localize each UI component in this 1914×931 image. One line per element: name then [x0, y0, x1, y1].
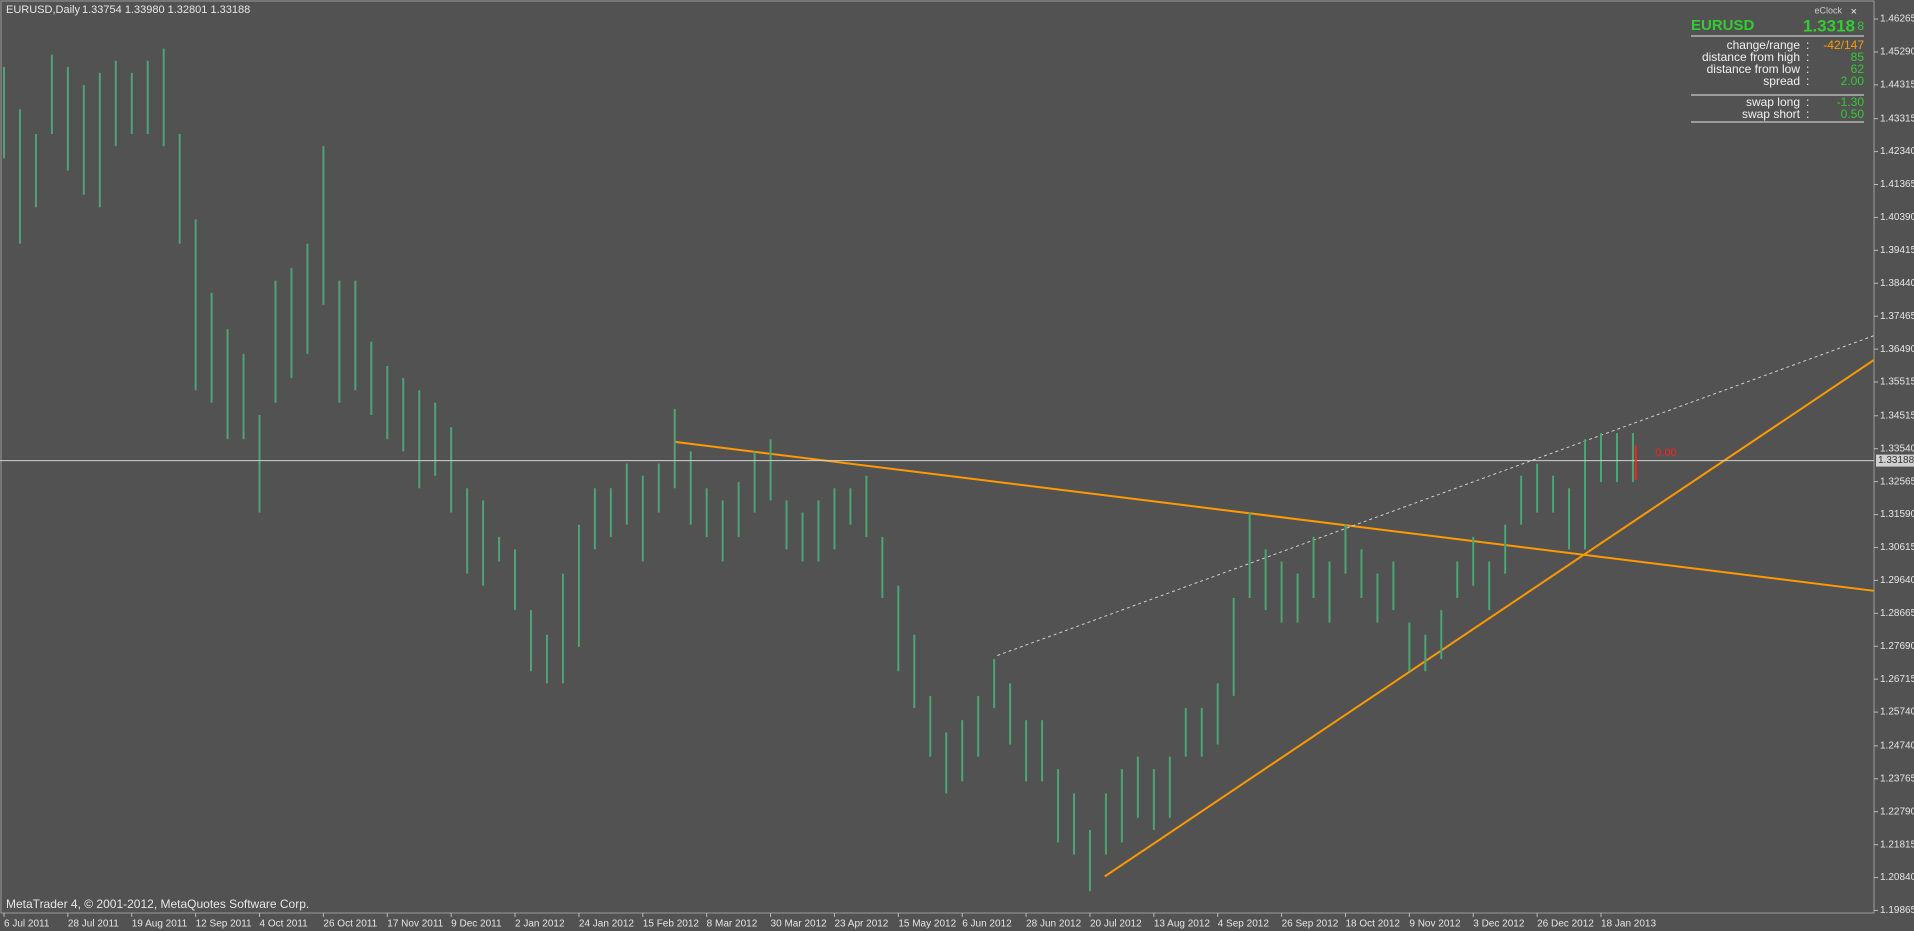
panel-label: spread — [1763, 74, 1800, 88]
panel-value: 62 — [1851, 62, 1865, 76]
y-tick-label: 1.44315 — [1880, 80, 1914, 91]
x-tick-label: 28 Jul 2011 — [68, 919, 119, 930]
panel-value: -1.30 — [1837, 95, 1865, 109]
panel-sep: : — [1806, 74, 1809, 88]
x-tick-label: 26 Oct 2011 — [323, 919, 377, 930]
y-tick-label: 1.39415 — [1880, 245, 1914, 256]
y-tick-label: 1.32565 — [1880, 476, 1914, 487]
x-tick-label: 18 Oct 2012 — [1345, 919, 1400, 930]
panel-label: swap long — [1746, 95, 1800, 109]
x-tick-label: 6 Jun 2012 — [962, 919, 1012, 930]
y-tick-label: 1.19865 — [1880, 905, 1914, 916]
panel-close[interactable]: × — [1851, 6, 1857, 18]
y-tick-label: 1.20840 — [1880, 872, 1914, 883]
panel-value: -42/147 — [1823, 38, 1864, 52]
y-tick-label: 1.29640 — [1880, 575, 1914, 586]
panel-label: distance from high — [1702, 50, 1800, 64]
y-tick-label: 1.30615 — [1880, 542, 1914, 553]
x-tick-label: 18 Jan 2013 — [1601, 919, 1656, 930]
panel-sep: : — [1806, 95, 1809, 109]
x-tick-label: 2 Jan 2012 — [515, 919, 565, 930]
y-tick-label: 1.37465 — [1880, 311, 1914, 322]
x-tick-label: 30 Mar 2012 — [771, 919, 828, 930]
panel-sep: : — [1806, 50, 1809, 64]
y-tick-label: 1.38440 — [1880, 278, 1914, 289]
panel-price-small: 8 — [1857, 19, 1864, 33]
x-tick-label: 4 Sep 2012 — [1218, 919, 1270, 930]
x-tick-label: 15 May 2012 — [898, 919, 956, 930]
y-tick-label: 1.45290 — [1880, 47, 1914, 58]
y-tick-label: 1.40390 — [1880, 212, 1914, 223]
x-tick-label: 20 Jul 2012 — [1090, 919, 1142, 930]
y-tick-label: 1.26715 — [1880, 674, 1914, 685]
plot-frame — [0, 0, 1875, 914]
panel-label: distance from low — [1707, 62, 1801, 76]
x-tick-label: 3 Dec 2012 — [1473, 919, 1525, 930]
y-tick-label: 1.34515 — [1880, 410, 1914, 421]
copyright: MetaTrader 4, © 2001-2012, MetaQuotes So… — [6, 897, 309, 911]
y-tick-label: 1.33540 — [1880, 443, 1914, 454]
trend-line — [674, 440, 1874, 592]
y-tick-label: 1.22790 — [1880, 806, 1914, 817]
y-tick-label: 1.46265 — [1880, 14, 1914, 25]
panel-sep: : — [1806, 107, 1809, 121]
x-tick-label: 12 Sep 2011 — [196, 919, 252, 930]
y-tick-label: 1.42340 — [1880, 146, 1914, 157]
x-tick-label: 26 Dec 2012 — [1537, 919, 1594, 930]
panel-value: 2.00 — [1841, 74, 1865, 88]
x-tick-label: 4 Oct 2011 — [260, 919, 309, 930]
trend-line — [1104, 359, 1875, 878]
y-tick-label: 1.31590 — [1880, 509, 1914, 520]
y-tick-label: 1.27690 — [1880, 641, 1914, 652]
y-tick-label: 1.28665 — [1880, 608, 1914, 619]
y-tick-label: 1.41365 — [1880, 179, 1914, 190]
x-tick-label: 17 Nov 2011 — [387, 919, 443, 930]
x-tick-label: 24 Jan 2012 — [579, 919, 634, 930]
panel-sep: : — [1806, 38, 1809, 52]
x-tick-label: 26 Sep 2012 — [1282, 919, 1339, 930]
panel-value: 0.50 — [1841, 107, 1865, 121]
x-tick-label: 28 Jun 2012 — [1026, 919, 1081, 930]
panel-value: 85 — [1851, 50, 1865, 64]
price-label-box — [1876, 454, 1914, 467]
panel-sep: : — [1806, 62, 1809, 76]
panel-label: change/range — [1727, 38, 1801, 52]
x-tick-label: 8 Mar 2012 — [707, 919, 758, 930]
x-tick-label: 23 Apr 2012 — [834, 919, 888, 930]
x-tick-label: 19 Aug 2011 — [132, 919, 188, 930]
chart-title: EURUSD,Daily — [6, 4, 80, 16]
y-tick-label: 1.35515 — [1880, 377, 1914, 388]
y-tick-label: 1.21815 — [1880, 839, 1914, 850]
current-price-label: 1.33188 — [1878, 455, 1914, 466]
y-tick-label: 1.36490 — [1880, 344, 1914, 355]
y-tick-label: 1.43315 — [1880, 113, 1914, 124]
y-tick-label: 1.24740 — [1880, 741, 1914, 752]
panel-price: 1.3318 — [1803, 16, 1855, 35]
ohlc-text: 1.33754 1.33980 1.32801 1.33188 — [82, 4, 250, 16]
panel-symbol: EURUSD — [1691, 17, 1755, 34]
y-tick-label: 1.23765 — [1880, 773, 1914, 784]
panel-label: swap short — [1742, 107, 1801, 121]
marker-label: 0.00 — [1655, 447, 1676, 459]
x-tick-label: 6 Jul 2011 — [4, 919, 50, 930]
x-tick-label: 15 Feb 2012 — [643, 919, 700, 930]
x-tick-label: 9 Dec 2011 — [451, 919, 502, 930]
x-tick-label: 13 Aug 2012 — [1154, 919, 1211, 930]
y-tick-label: 1.25740 — [1880, 707, 1914, 718]
x-tick-label: 9 Nov 2012 — [1409, 919, 1461, 930]
panel-title: eClock — [1814, 5, 1842, 15]
